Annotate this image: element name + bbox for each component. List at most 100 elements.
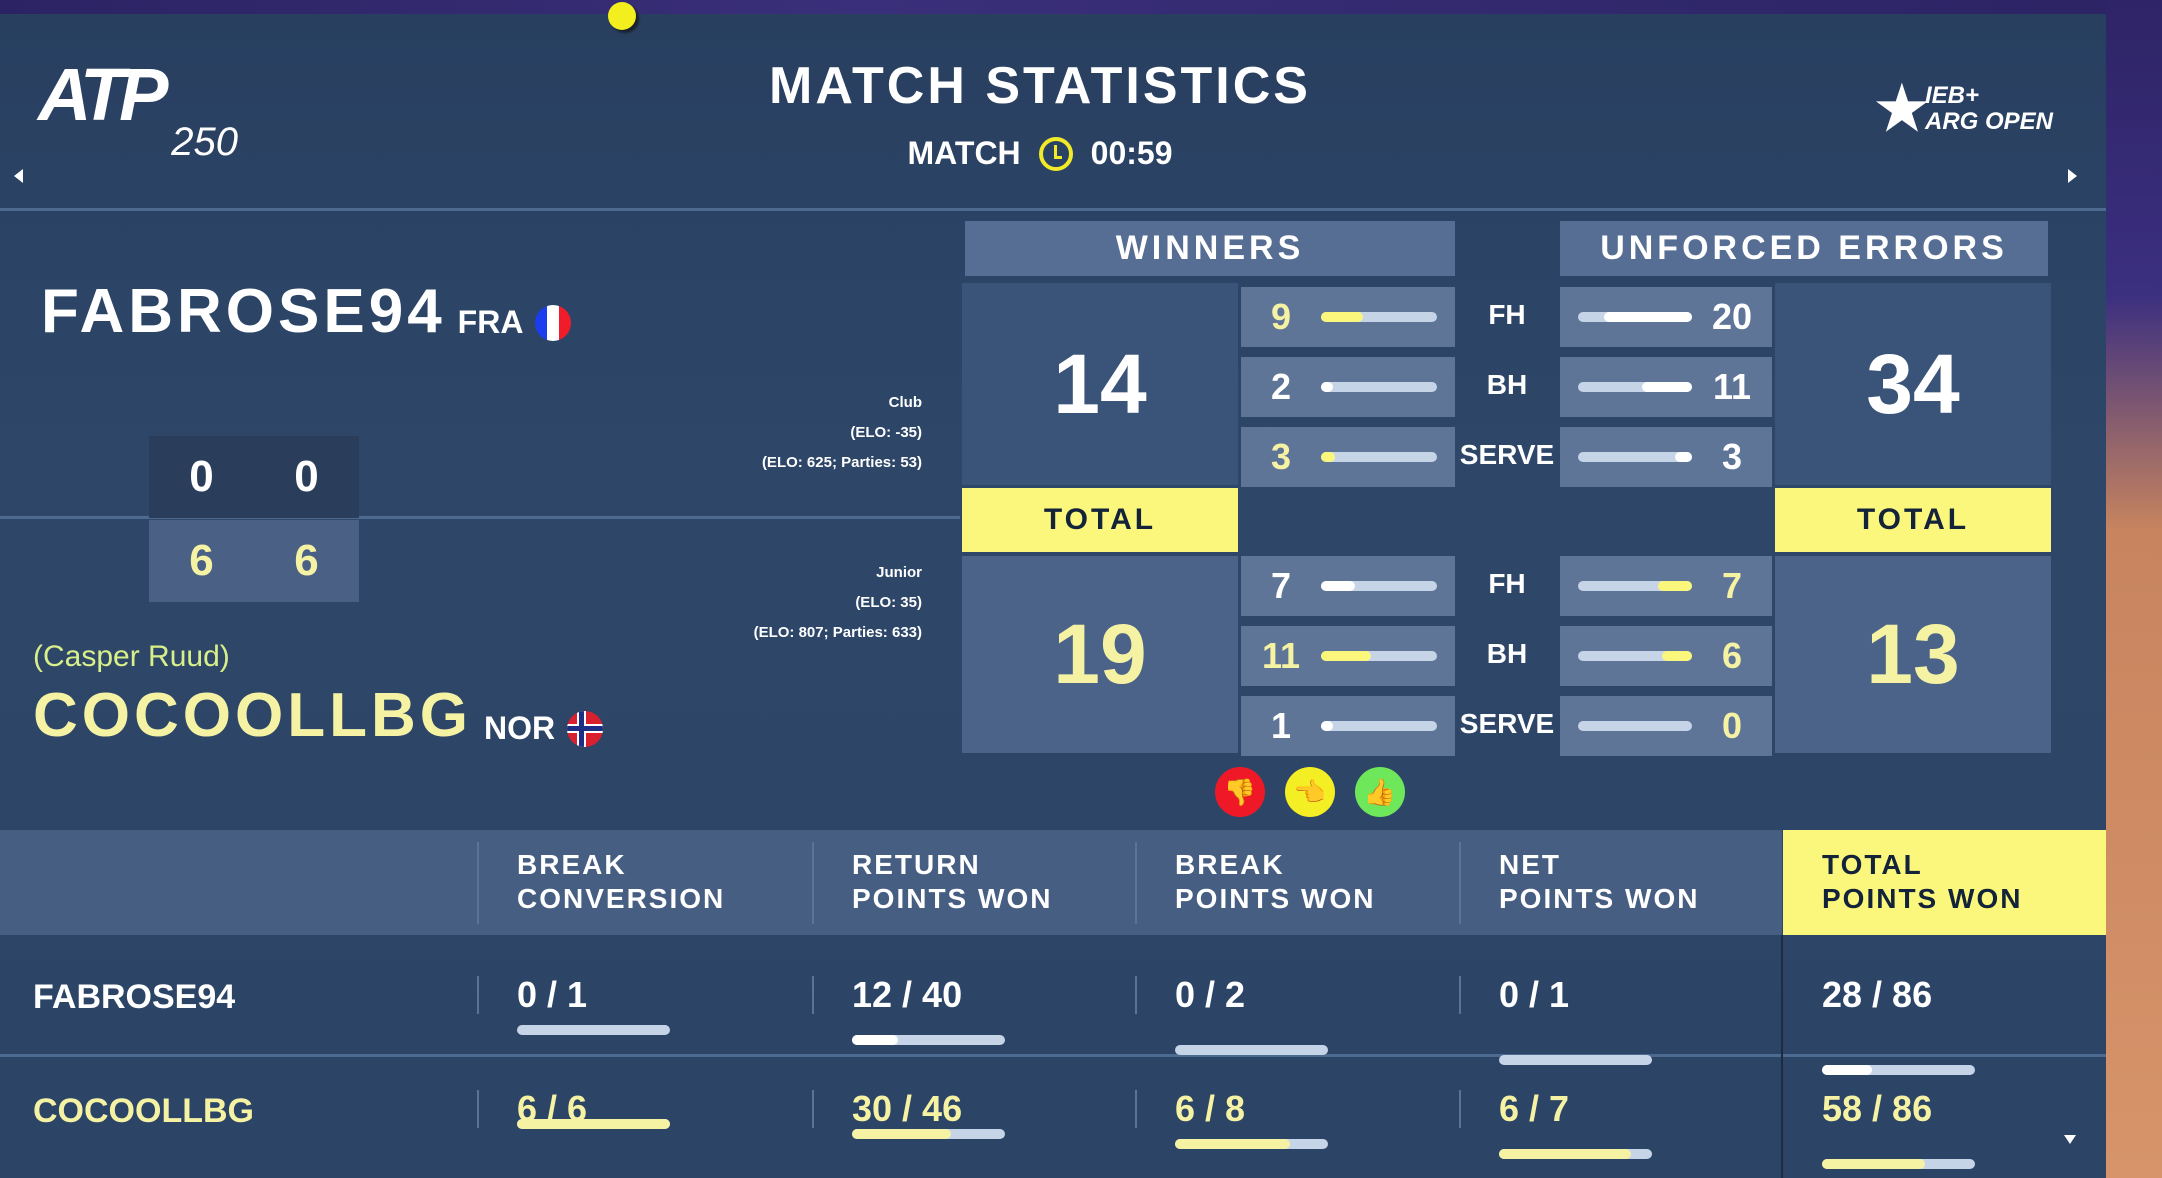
- winners-bar-fill: [1321, 452, 1335, 462]
- table-cell: 0 / 1: [1499, 974, 1570, 1015]
- cell-divider: [812, 976, 814, 1014]
- winners-row: 1: [1241, 696, 1455, 756]
- ue-row: 3: [1560, 427, 1772, 487]
- table-bar: [1499, 1055, 1652, 1065]
- table-bar: [852, 1035, 1005, 1045]
- column-header: NET POINTS WON: [1499, 849, 1700, 914]
- winners-bar-fill: [1321, 382, 1333, 392]
- ue-bar-fill: [1674, 452, 1692, 462]
- winners-bar: [1321, 382, 1437, 392]
- table-bar-fill: [852, 1129, 952, 1139]
- thumbs-down-icon[interactable]: 👎: [1215, 767, 1265, 817]
- cell-divider: [1459, 976, 1461, 1014]
- ue-value: 11: [1712, 366, 1752, 407]
- winners-bar: [1321, 581, 1437, 591]
- player1-info: Club (ELO: -35) (ELO: 625; Parties: 53): [622, 388, 922, 478]
- row-divider: [0, 1054, 2106, 1057]
- winners-value: 1: [1270, 705, 1292, 746]
- ue-value: 20: [1711, 296, 1753, 337]
- set-score: 6: [294, 536, 319, 585]
- atp-250-logo: ATP 250: [38, 53, 238, 165]
- table-header: [0, 830, 1782, 935]
- winners-row: 7: [1241, 556, 1455, 616]
- winners-value: 3: [1270, 436, 1292, 477]
- ue-row: 6: [1560, 626, 1772, 686]
- next-arrow-icon[interactable]: [2068, 169, 2077, 183]
- ue-bar: [1578, 581, 1692, 591]
- stat-row-label: FH: [1488, 568, 1526, 599]
- player1-winners-total: 14: [962, 283, 1238, 485]
- unforced-errors-header: UNFORCED ERRORS: [1560, 221, 2048, 276]
- cell-divider: [812, 1090, 814, 1128]
- thumbs-up-icon[interactable]: 👍: [1355, 767, 1405, 817]
- scroll-down-icon[interactable]: [2064, 1135, 2076, 1144]
- player2-elo: (ELO: 807; Parties: 633): [753, 624, 922, 641]
- winners-bar: [1321, 452, 1437, 462]
- table-bar-fill: [852, 1035, 898, 1045]
- player1-country: FRA: [457, 304, 524, 340]
- stat-row-label: BH: [1486, 369, 1528, 400]
- player2-level: Junior: [876, 564, 922, 581]
- ue-value: 7: [1721, 565, 1743, 606]
- set-score: 0: [294, 452, 319, 501]
- ue-bar: [1578, 721, 1692, 731]
- winners-value: 9: [1270, 296, 1292, 337]
- table-bar: [1499, 1149, 1652, 1159]
- table-bar: [1175, 1139, 1328, 1149]
- table-bar-fill: [1822, 1159, 1925, 1169]
- france-flag-icon: [535, 305, 572, 341]
- player1-ue-total: 34: [1775, 283, 2051, 485]
- match-clock: 00:59: [1090, 135, 1173, 171]
- winners-value: 11: [1261, 635, 1301, 676]
- match-timer: MATCH 00:59: [0, 135, 2080, 172]
- table-bar: [1175, 1045, 1328, 1055]
- ue-bar-fill: [1662, 651, 1692, 661]
- table-bar-fill: [517, 1119, 670, 1129]
- ue-bar: [1578, 312, 1692, 322]
- winners-value: 2: [1270, 366, 1292, 407]
- table-bar: [852, 1129, 1005, 1139]
- table-row-name: COCOOLLBG: [33, 1092, 254, 1130]
- player2-winners-total: 19: [962, 556, 1238, 753]
- player2-country: NOR: [483, 710, 556, 746]
- column-header: RETURN POINTS WON: [852, 849, 1053, 914]
- table-cell: 28 / 86: [1822, 974, 1933, 1015]
- winners-bar: [1321, 721, 1437, 731]
- clock-icon: [1038, 136, 1073, 171]
- header-divider: [477, 842, 479, 924]
- player1-elo: (ELO: 625; Parties: 53): [761, 454, 922, 471]
- table-bar-fill: [1175, 1139, 1290, 1149]
- cell-divider: [1135, 976, 1137, 1014]
- stat-row-label: SERVE: [1459, 708, 1555, 739]
- winners-row: 3: [1241, 427, 1455, 487]
- table-row-name: FABROSE94: [33, 978, 236, 1016]
- table-cell: 0 / 2: [1175, 974, 1246, 1015]
- player2-header: COCOOLLBG NOR: [33, 680, 604, 751]
- prev-arrow-icon[interactable]: [14, 169, 23, 183]
- ue-bar: [1578, 651, 1692, 661]
- ue-bar: [1578, 452, 1692, 462]
- table-bar: [517, 1025, 670, 1035]
- ue-bar-fill: [1657, 581, 1692, 591]
- player2-name: COCOOLLBG: [33, 681, 472, 750]
- court-background: [2106, 0, 2162, 1178]
- table-cell: 6 / 7: [1499, 1088, 1570, 1129]
- winners-row: 11: [1241, 626, 1455, 686]
- winners-bar: [1321, 651, 1437, 661]
- winners-total-label: TOTAL: [962, 488, 1238, 552]
- stat-row-label: SERVE: [1459, 439, 1555, 470]
- ue-value: 0: [1721, 705, 1743, 746]
- header-divider: [1459, 842, 1461, 924]
- table-bar: [517, 1119, 670, 1129]
- table-cell: 0 / 1: [517, 974, 588, 1015]
- table-cell: 12 / 40: [852, 974, 963, 1015]
- thumbs-sideways-icon[interactable]: 👈: [1285, 767, 1335, 817]
- norway-flag-icon: [567, 711, 604, 747]
- set-score: 6: [189, 536, 214, 585]
- player-divider: [0, 516, 960, 519]
- player1-header: FABROSE94 FRA: [41, 276, 572, 347]
- set-score: 0: [189, 452, 214, 501]
- player2-ue-total: 13: [1775, 556, 2051, 753]
- player1-elo-diff: (ELO: -35): [850, 424, 922, 441]
- winners-bar: [1321, 312, 1437, 322]
